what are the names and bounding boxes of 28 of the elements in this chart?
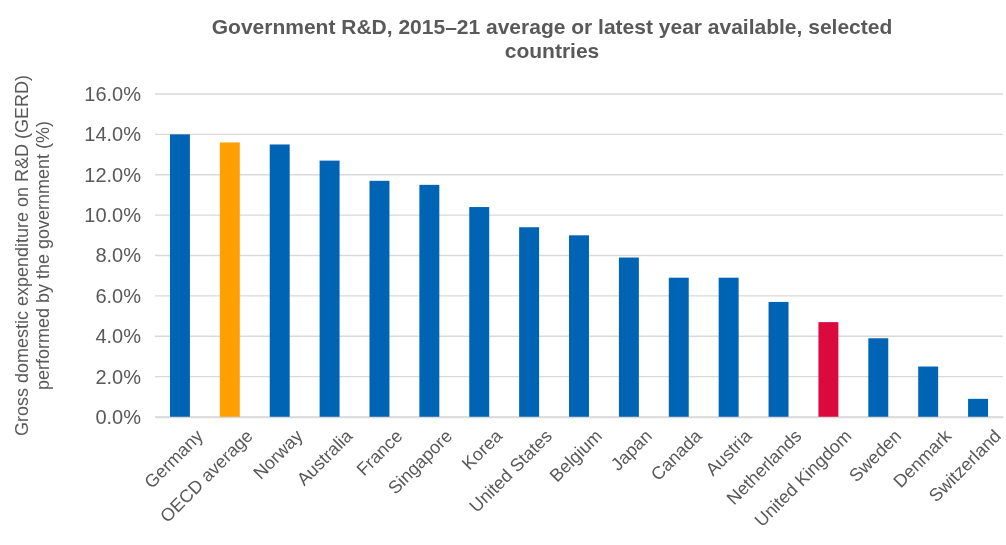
bar bbox=[269, 144, 290, 417]
bar bbox=[618, 257, 639, 417]
bar bbox=[319, 160, 340, 417]
y-tick-label: 12.0% bbox=[84, 163, 142, 186]
y-tick-label: 0.0% bbox=[95, 405, 142, 428]
y-tick-label: 2.0% bbox=[95, 365, 142, 388]
bar bbox=[668, 277, 689, 417]
y-tick-label: 10.0% bbox=[84, 204, 142, 227]
bar bbox=[419, 184, 440, 417]
y-axis-title: Gross domestic expenditure on R&D (GERD) performed by the government (%) bbox=[12, 74, 53, 437]
bar bbox=[169, 134, 190, 417]
bar bbox=[519, 227, 540, 417]
bar bbox=[818, 322, 839, 417]
y-tick-label: 6.0% bbox=[95, 284, 142, 307]
bar bbox=[968, 398, 989, 417]
bar bbox=[569, 235, 589, 417]
y-tick-label: 8.0% bbox=[95, 244, 142, 267]
bar bbox=[369, 180, 390, 417]
chart-title: Government R&D, 2015–21 average or latest year available, selected countries bbox=[211, 15, 893, 62]
bar bbox=[219, 142, 240, 417]
bar bbox=[868, 338, 889, 417]
bar bbox=[768, 301, 789, 417]
bar bbox=[469, 207, 490, 417]
bar bbox=[718, 277, 739, 417]
y-tick-label: 14.0% bbox=[84, 123, 142, 146]
y-tick-label: 4.0% bbox=[95, 325, 142, 348]
bar bbox=[918, 366, 939, 417]
y-tick-label: 16.0% bbox=[84, 82, 142, 105]
